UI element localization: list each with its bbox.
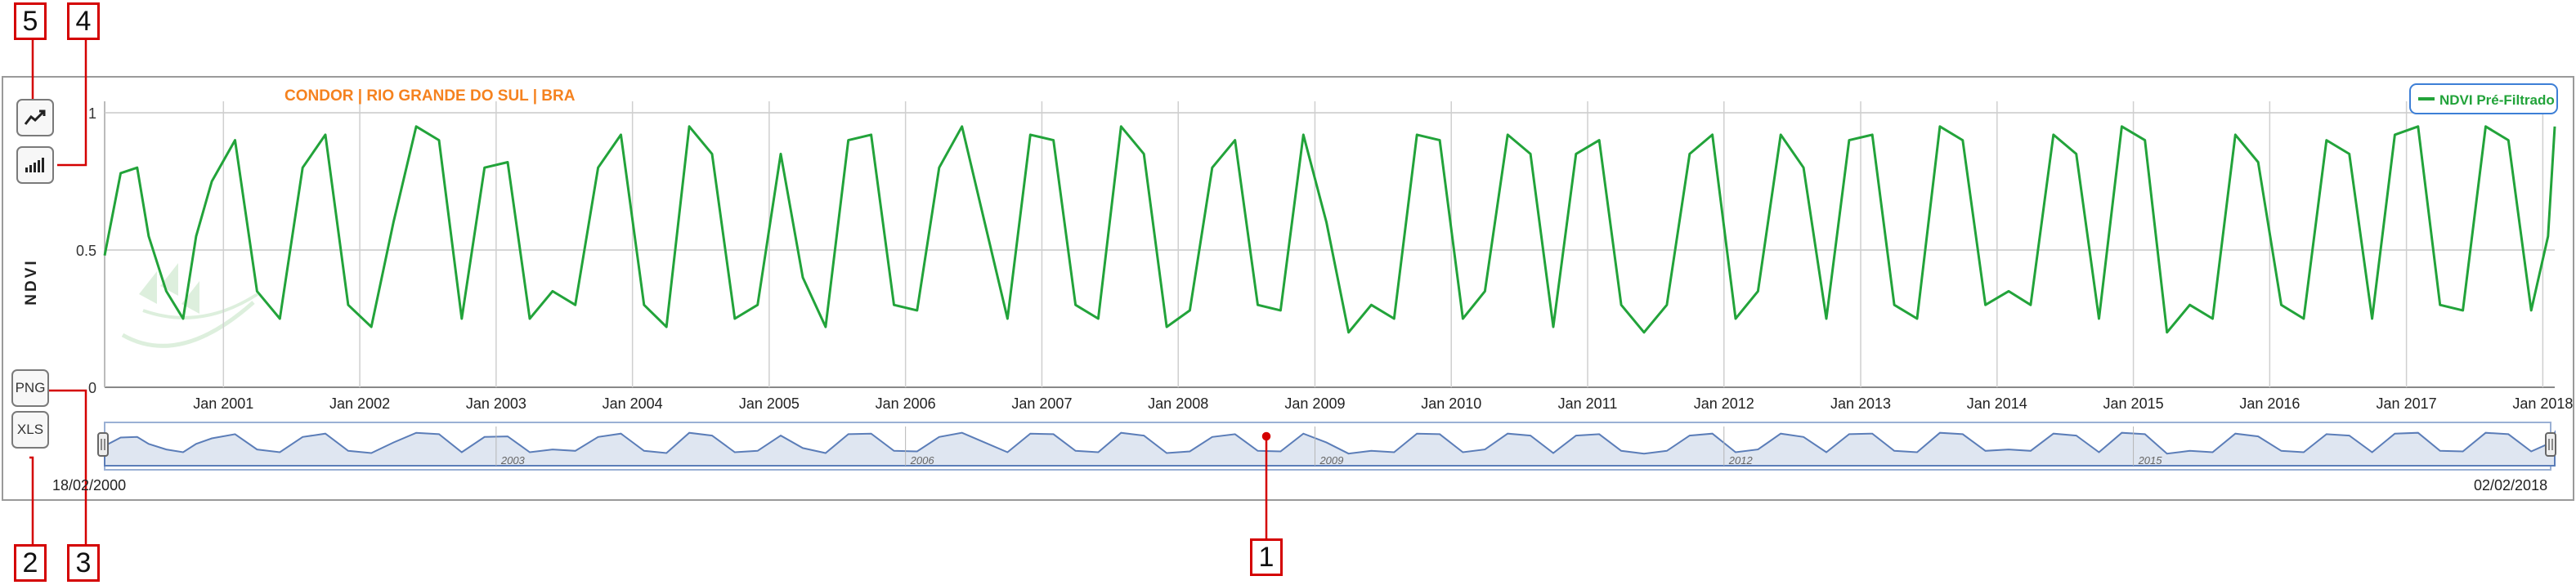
y-tick-label: 0 bbox=[88, 380, 96, 396]
x-tick-label: Jan 2002 bbox=[329, 395, 390, 412]
x-tick-label: Jan 2013 bbox=[1830, 395, 1891, 412]
series-line-ndvi bbox=[103, 125, 2556, 334]
x-tick-label: Jan 2012 bbox=[1694, 395, 1754, 412]
x-tick-label: Jan 2001 bbox=[193, 395, 253, 412]
export-xls-button[interactable]: XLS bbox=[11, 411, 49, 449]
navigator-year-label: 2009 bbox=[1319, 454, 1343, 467]
navigator-area bbox=[104, 430, 2556, 467]
x-tick-label: Jan 2006 bbox=[876, 395, 936, 412]
bar-chart-button[interactable] bbox=[16, 146, 54, 184]
x-tick-label: Jan 2005 bbox=[739, 395, 800, 412]
x-tick-label: Jan 2007 bbox=[1011, 395, 1072, 412]
range-navigator[interactable]: 2003 2006 2009 2012 2015 bbox=[97, 422, 2556, 471]
line-chart-icon bbox=[24, 109, 46, 125]
callout-5: 5 bbox=[14, 2, 47, 40]
chart-title: CONDOR | RIO GRANDE DO SUL | BRA bbox=[284, 87, 576, 105]
x-tick-label: Jan 2018 bbox=[2512, 395, 2573, 412]
y-tick-label: 0.5 bbox=[76, 243, 96, 259]
callout-4: 4 bbox=[67, 2, 100, 40]
x-tick-label: Jan 2015 bbox=[2103, 395, 2164, 412]
navigator-year-label: 2015 bbox=[2138, 454, 2163, 467]
x-tick-label: Jan 2009 bbox=[1284, 395, 1345, 412]
y-axis-label: NDVI bbox=[23, 258, 40, 305]
x-tick-label: Jan 2008 bbox=[1148, 395, 1208, 412]
x-tick-label: Jan 2004 bbox=[603, 395, 663, 412]
navigator-year-label: 2012 bbox=[1728, 454, 1754, 467]
x-tick-label: Jan 2014 bbox=[1967, 395, 2027, 412]
navigator-year-label: 2003 bbox=[500, 454, 526, 467]
x-tick-label: Jan 2011 bbox=[1558, 395, 1618, 412]
chart-frame bbox=[2, 76, 2574, 501]
navigator-handle-left[interactable] bbox=[97, 432, 109, 457]
navigator-handle-right[interactable] bbox=[2545, 432, 2556, 457]
x-tick-label: Jan 2017 bbox=[2377, 395, 2437, 412]
callout-connectors bbox=[20, 38, 1271, 546]
x-tick-label: Jan 2010 bbox=[1421, 395, 1481, 412]
export-png-button[interactable]: PNG bbox=[11, 369, 49, 407]
callout-1: 1 bbox=[1250, 538, 1283, 576]
navigator-start-date: 18/02/2000 bbox=[52, 477, 127, 493]
bar-chart-icon bbox=[25, 158, 44, 172]
navigator-end-date: 02/02/2018 bbox=[2474, 477, 2548, 493]
legend-label: NDVI Pré-Filtrado bbox=[2439, 92, 2555, 108]
x-tick-label: Jan 2003 bbox=[466, 395, 526, 412]
legend[interactable]: NDVI Pré-Filtrado bbox=[2409, 83, 2558, 114]
navigator-year-label: 2006 bbox=[910, 454, 935, 467]
x-tick-label: Jan 2016 bbox=[2239, 395, 2300, 412]
logo-watermark bbox=[121, 263, 259, 348]
callout-3: 3 bbox=[67, 544, 100, 582]
line-chart-button[interactable] bbox=[16, 99, 54, 136]
y-tick-label: 1 bbox=[88, 105, 96, 122]
callout-2: 2 bbox=[14, 544, 47, 582]
